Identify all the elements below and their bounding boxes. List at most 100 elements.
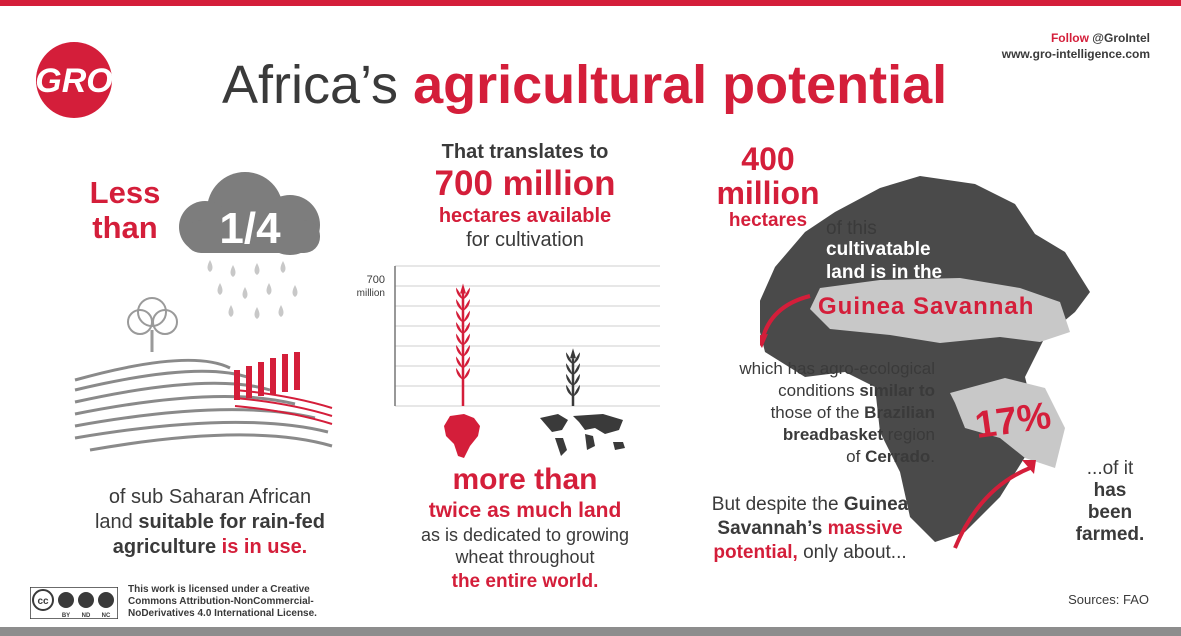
- license-line3: NoDerivatives 4.0 International License.: [128, 608, 317, 619]
- farmed-line: farmed.: [1075, 524, 1145, 545]
- page-title: Africa’s agricultural potential: [222, 54, 947, 116]
- of-it-line: ...of it: [1086, 458, 1134, 479]
- africa-continent: [760, 176, 1090, 542]
- cc-tag-by: BY: [62, 613, 70, 619]
- left-line3a: agriculture: [112, 536, 222, 558]
- arrow-head-up: [1022, 460, 1036, 474]
- big-number: 400: [741, 141, 795, 177]
- which-line1: which has agro-ecological: [739, 359, 935, 378]
- wheat-stalks: [234, 352, 300, 400]
- which-has-text: which has agro-ecological conditions sim…: [695, 358, 935, 468]
- center-intro: That translates to: [441, 141, 609, 163]
- center-for-cultivation: for cultivation: [466, 229, 584, 251]
- which-line5a: of: [846, 447, 866, 466]
- cc-text: cc: [37, 596, 49, 607]
- title-part2: agricultural potential: [413, 55, 948, 115]
- left-line3b: is in use.: [221, 536, 308, 558]
- follow-handle[interactable]: @GroIntel: [1092, 31, 1150, 45]
- rain-cloud-icon: 1/4: [179, 172, 320, 319]
- sources-text: Sources: FAO: [1068, 592, 1149, 607]
- title-part1: Africa’s: [222, 55, 414, 115]
- which-line3b: Brazilian: [864, 403, 935, 422]
- africa-map: [760, 176, 1090, 549]
- wheat-bars: [456, 283, 580, 406]
- field-rows: [74, 358, 333, 452]
- been-line: been: [1087, 502, 1133, 523]
- fraction-text: 1/4: [219, 204, 281, 253]
- cc-license-badge[interactable]: cc BY ND NC: [30, 587, 118, 619]
- cultivatable-line: cultivatable: [826, 239, 931, 260]
- which-line2a: conditions: [778, 381, 860, 400]
- which-line5c: .: [930, 447, 935, 466]
- left-line2a: land: [94, 511, 139, 533]
- tree-icon: [127, 297, 178, 352]
- despite-line2b: massive: [827, 518, 903, 539]
- despite-line2a: Savannah’s: [717, 518, 828, 539]
- cc-icon: [32, 589, 54, 611]
- wheat-bar-world: [566, 348, 580, 406]
- cc-tag-nc: NC: [102, 613, 111, 619]
- wheat-throughout: wheat throughout: [455, 547, 595, 567]
- website-link[interactable]: www.gro-intelligence.com: [1001, 47, 1150, 61]
- center-hectares-available: hectares available: [438, 205, 612, 227]
- red-field-rows: [234, 389, 333, 425]
- land-in-the-line: land is in the: [826, 262, 943, 283]
- which-line5b: Cerrado: [865, 447, 931, 466]
- arrow-up-curve: [953, 466, 1031, 549]
- despite-text: But despite the Guinea Savannah’s massiv…: [686, 493, 934, 565]
- follow-block: Follow @GroIntel www.gro-intelligence.co…: [1002, 30, 1150, 62]
- gro-logo: GRO: [35, 42, 113, 118]
- by-icon: [58, 592, 74, 608]
- bottom-bar: [0, 627, 1181, 636]
- y-tick-unit: million: [357, 288, 385, 299]
- left-line1: of sub Saharan African: [108, 486, 312, 508]
- guinea-savannah-label: Guinea Savannah: [818, 293, 1035, 320]
- center-amount-num: 700: [434, 164, 493, 203]
- hectares-label: hectares: [728, 210, 808, 231]
- arrow-head-left: [760, 334, 768, 348]
- y-tick-label: 700: [367, 274, 385, 286]
- southern-savannah-band: [950, 378, 1065, 468]
- logo-text: GRO: [35, 62, 112, 100]
- of-this: of this: [826, 218, 877, 239]
- center-comparison-text: more than twice as much land as is dedic…: [395, 462, 655, 596]
- of-it-text: ...of it has been farmed.: [1060, 458, 1160, 546]
- farm-field-illustration: [74, 297, 333, 452]
- license-line1: This work is licensed under a Creative: [128, 584, 310, 595]
- license-line2: Commons Attribution-NonCommercial-: [128, 596, 314, 607]
- million-label: million: [716, 175, 820, 211]
- dedicated: as is dedicated to growing: [420, 525, 630, 545]
- top-accent-bar: [0, 0, 1181, 6]
- left-line2b: suitable for rain-fed: [138, 511, 326, 533]
- more-than: more than: [452, 463, 598, 496]
- land-comparison-chart: 700 million: [357, 265, 660, 458]
- cc-tag-nd: ND: [82, 613, 91, 619]
- chart-grid: [395, 265, 660, 407]
- cultivatable-block: cultivatable land is in the: [826, 238, 942, 284]
- stat-400-million: 400 million hectares: [708, 142, 828, 232]
- africa-map-icon: [444, 414, 480, 458]
- despite-line1a: But despite the: [711, 494, 844, 515]
- has-line: has: [1093, 480, 1127, 501]
- guinea-savannah-band: [810, 278, 1070, 343]
- which-line3a: those of the: [770, 403, 865, 422]
- world-map-icon: [540, 414, 625, 456]
- raindrops: [207, 260, 298, 319]
- wheat-bar-africa: [456, 283, 470, 406]
- license-text: This work is licensed under a Creative C…: [128, 584, 358, 620]
- nd-icon: [78, 592, 94, 608]
- left-description: of sub Saharan African land suitable for…: [70, 485, 350, 560]
- nc-icon: [98, 592, 114, 608]
- center-headline: That translates to 700 million hectares …: [395, 140, 655, 252]
- despite-line3a: potential,: [713, 542, 798, 563]
- entire-world: the entire world.: [451, 571, 599, 592]
- despite-line1b: Guinea: [843, 494, 909, 515]
- which-line2b: similar to: [859, 381, 935, 400]
- which-line4b: region: [883, 425, 935, 444]
- center-amount-unit: million: [502, 164, 616, 203]
- which-line4a: breadbasket: [782, 425, 884, 444]
- less-than-label: Less than: [89, 175, 161, 245]
- twice-land: twice as much land: [428, 499, 622, 522]
- follow-label: Follow: [1050, 31, 1093, 45]
- despite-line3b: only about...: [797, 542, 907, 563]
